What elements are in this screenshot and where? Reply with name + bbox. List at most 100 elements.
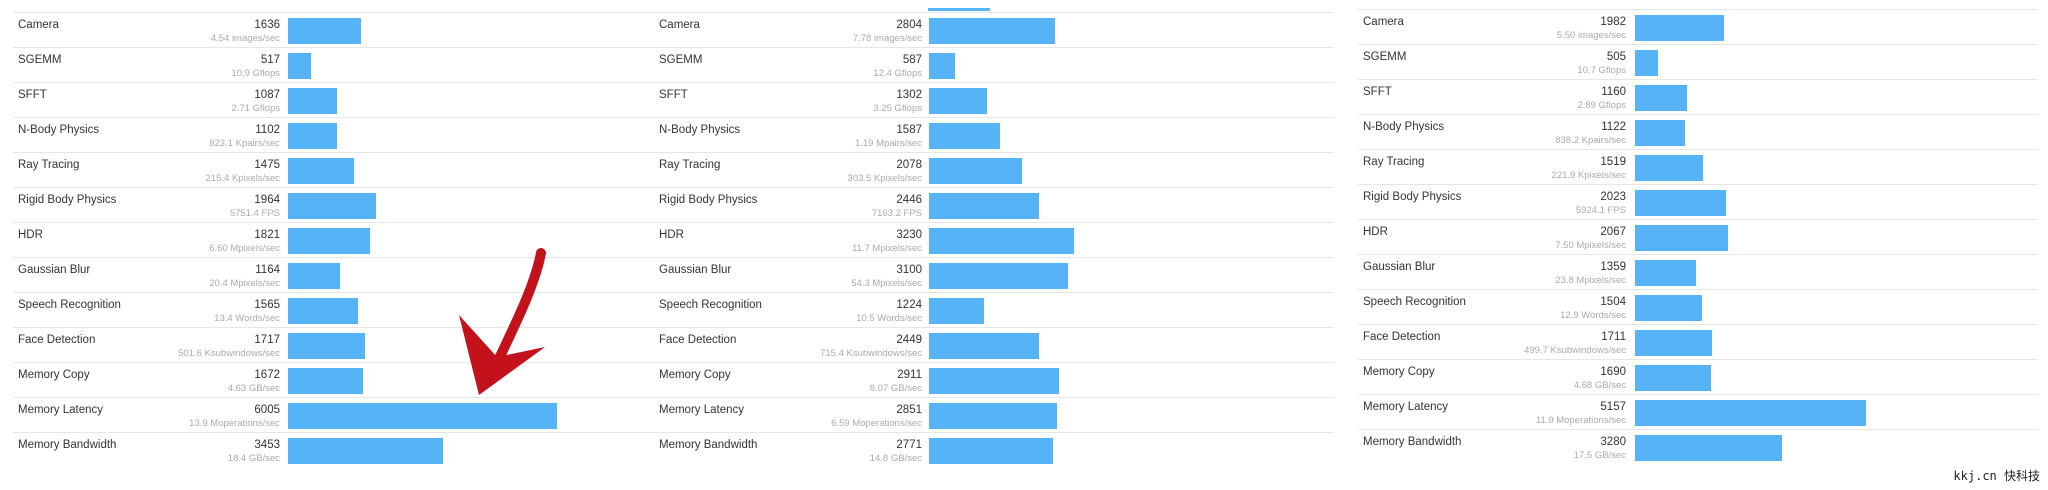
score-bar <box>929 53 955 79</box>
benchmark-row: Face Detection 1717 501.6 Ksubwindows/sec <box>13 327 656 362</box>
benchmark-unit: 17.5 GB/sec <box>1573 450 1626 461</box>
benchmark-row: Camera 2804 7.78 images/sec <box>654 12 1334 47</box>
benchmark-name: N-Body Physics <box>659 124 741 136</box>
benchmark-row: N-Body Physics 1587 1.19 Mpairs/sec <box>654 117 1334 152</box>
score-bar <box>288 263 340 289</box>
score-bar <box>929 18 1055 44</box>
score-bar <box>929 403 1057 429</box>
score-bar <box>1635 400 1866 426</box>
benchmark-row: Memory Copy 1690 4.68 GB/sec <box>1358 359 2038 394</box>
benchmark-panel-3: Camera 1982 5.50 images/sec SGEMM 505 10.7 Gf… <box>1358 9 2038 466</box>
benchmark-row: Memory Copy 2911 8.07 GB/sec <box>654 362 1334 397</box>
benchmark-score: 6005 <box>254 404 280 416</box>
benchmark-row: Memory Bandwidth 3280 17.5 GB/sec <box>1358 429 2038 464</box>
benchmark-score: 2067 <box>1600 226 1626 238</box>
benchmark-row: Gaussian Blur 1359 23.8 Mpixels/sec <box>1358 254 2038 289</box>
benchmark-score: 2851 <box>896 404 922 416</box>
benchmark-name: Rigid Body Physics <box>659 194 758 206</box>
benchmark-row: Memory Bandwidth 2771 14.8 GB/sec <box>654 432 1334 467</box>
benchmark-unit: 18.4 GB/sec <box>227 453 280 464</box>
benchmark-unit: 11.7 Mpixels/sec <box>851 243 922 254</box>
score-bar <box>1635 365 1711 391</box>
benchmark-unit: 5.50 images/sec <box>1556 30 1626 41</box>
score-bar <box>288 193 376 219</box>
benchmark-unit: 2.71 Gflops <box>231 103 280 114</box>
benchmark-unit: 7163.2 FPS <box>871 208 922 219</box>
benchmark-name: Memory Copy <box>1363 366 1435 378</box>
score-bar <box>288 18 361 44</box>
score-bar <box>288 333 365 359</box>
benchmark-score: 1122 <box>1601 121 1626 133</box>
benchmark-panel-2: Camera 2804 7.78 images/sec SGEMM 587 12.4 Gf… <box>654 12 1334 469</box>
score-bar <box>929 158 1022 184</box>
benchmark-row: Ray Tracing 2078 303.5 Kpixels/sec <box>654 152 1334 187</box>
benchmark-score: 2446 <box>896 194 922 206</box>
benchmark-unit: 20.4 Mpixels/sec <box>209 278 280 289</box>
benchmark-name: Camera <box>1363 16 1404 28</box>
benchmark-unit: 6.60 Mpixels/sec <box>209 243 280 254</box>
benchmark-unit: 11.9 Moperations/sec <box>1535 415 1626 426</box>
score-bar <box>1635 155 1703 181</box>
benchmark-unit: 13.9 Moperations/sec <box>189 418 280 429</box>
score-bar <box>288 368 363 394</box>
benchmark-unit: 7.78 images/sec <box>852 33 922 44</box>
benchmark-row: Ray Tracing 1475 215.4 Kpixels/sec <box>13 152 656 187</box>
benchmark-score: 3280 <box>1600 436 1626 448</box>
benchmark-row: Rigid Body Physics 2446 7163.2 FPS <box>654 187 1334 222</box>
partial-bar <box>928 8 990 11</box>
benchmark-name: Memory Copy <box>18 369 90 381</box>
score-bar <box>929 438 1053 464</box>
score-bar <box>929 263 1068 289</box>
benchmark-row: SGEMM 587 12.4 Gflops <box>654 47 1334 82</box>
benchmark-score: 1519 <box>1600 156 1626 168</box>
score-bar <box>1635 295 1702 321</box>
benchmark-unit: 303.5 Kpixels/sec <box>847 173 922 184</box>
score-bar <box>1635 15 1724 41</box>
benchmark-row: Camera 1636 4.54 images/sec <box>13 12 656 47</box>
benchmark-score: 2449 <box>896 334 922 346</box>
benchmark-name: Camera <box>18 19 59 31</box>
benchmark-row: SGEMM 517 10.9 Gflops <box>13 47 656 82</box>
benchmark-score: 2804 <box>896 19 922 31</box>
benchmark-name: Memory Bandwidth <box>1363 436 1462 448</box>
benchmark-score: 2911 <box>897 369 922 381</box>
benchmark-score: 3230 <box>896 229 922 241</box>
benchmark-row: Memory Copy 1672 4.63 GB/sec <box>13 362 656 397</box>
score-bar <box>1635 435 1782 461</box>
benchmark-row: SFFT 1302 3.25 Gflops <box>654 82 1334 117</box>
benchmark-score: 3453 <box>254 439 280 451</box>
benchmark-score: 1102 <box>255 124 280 136</box>
score-bar <box>929 193 1039 219</box>
benchmark-name: Gaussian Blur <box>659 264 732 276</box>
benchmark-score: 1565 <box>254 299 280 311</box>
benchmark-unit: 823.1 Kpairs/sec <box>209 138 280 149</box>
benchmark-unit: 2.89 Gflops <box>1577 100 1626 111</box>
benchmark-score: 1160 <box>1601 86 1626 98</box>
benchmark-name: SGEMM <box>659 54 703 66</box>
benchmark-row: Ray Tracing 1519 221.9 Kpixels/sec <box>1358 149 2038 184</box>
benchmark-score: 1821 <box>254 229 280 241</box>
benchmark-name: HDR <box>18 229 43 241</box>
benchmark-row: Gaussian Blur 1164 20.4 Mpixels/sec <box>13 257 656 292</box>
benchmark-unit: 221.9 Kpixels/sec <box>1551 170 1626 181</box>
benchmark-name: Speech Recognition <box>659 299 762 311</box>
benchmark-row: N-Body Physics 1122 838.2 Kpairs/sec <box>1358 114 2038 149</box>
benchmark-name: SGEMM <box>18 54 62 66</box>
score-bar <box>288 403 557 429</box>
benchmark-name: SFFT <box>659 89 688 101</box>
benchmark-score: 1964 <box>254 194 280 206</box>
benchmark-score: 5157 <box>1600 401 1626 413</box>
benchmark-row: Memory Bandwidth 3453 18.4 GB/sec <box>13 432 656 467</box>
benchmark-row: Speech Recognition 1224 10.5 Words/sec <box>654 292 1334 327</box>
benchmark-score: 1587 <box>896 124 922 136</box>
benchmark-row: Speech Recognition 1504 12.9 Words/sec <box>1358 289 2038 324</box>
benchmark-unit: 6.59 Moperations/sec <box>831 418 922 429</box>
score-bar <box>288 123 337 149</box>
benchmark-row: Memory Latency 5157 11.9 Moperations/sec <box>1358 394 2038 429</box>
benchmark-row: HDR 3230 11.7 Mpixels/sec <box>654 222 1334 257</box>
benchmark-unit: 215.4 Kpixels/sec <box>205 173 280 184</box>
score-bar <box>288 438 443 464</box>
score-bar <box>1635 260 1696 286</box>
benchmark-name: Ray Tracing <box>1363 156 1425 168</box>
benchmark-unit: 14.8 GB/sec <box>869 453 922 464</box>
